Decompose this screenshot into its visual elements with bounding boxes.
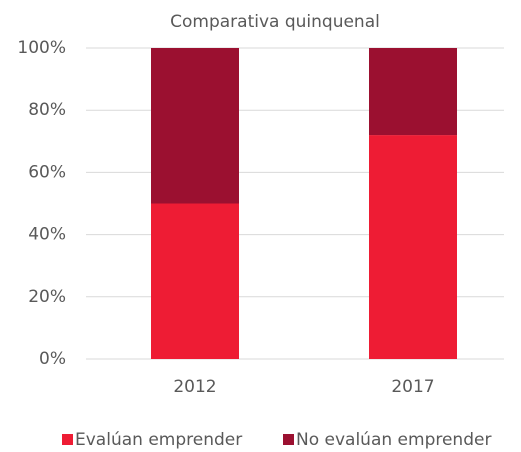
x-tick-label: 2012 [173,377,216,397]
y-tick-label: 40% [28,225,66,245]
bar-segment [369,48,457,136]
legend-label: No evalúan emprender [296,430,491,450]
y-tick-label: 80% [28,100,66,120]
bar-segment [369,135,457,359]
legend-swatch [62,434,73,445]
legend-swatch [283,434,294,445]
y-tick-label: 20% [28,287,66,307]
chart-title: Comparativa quinquenal [170,12,380,32]
bar-segment [151,48,239,204]
y-tick-label: 0% [39,349,66,369]
y-tick-label: 60% [28,162,66,182]
legend-label: Evalúan emprender [75,430,242,450]
x-tick-label: 2017 [391,377,434,397]
y-tick-label: 100% [17,38,66,58]
bar-segment [151,203,239,359]
